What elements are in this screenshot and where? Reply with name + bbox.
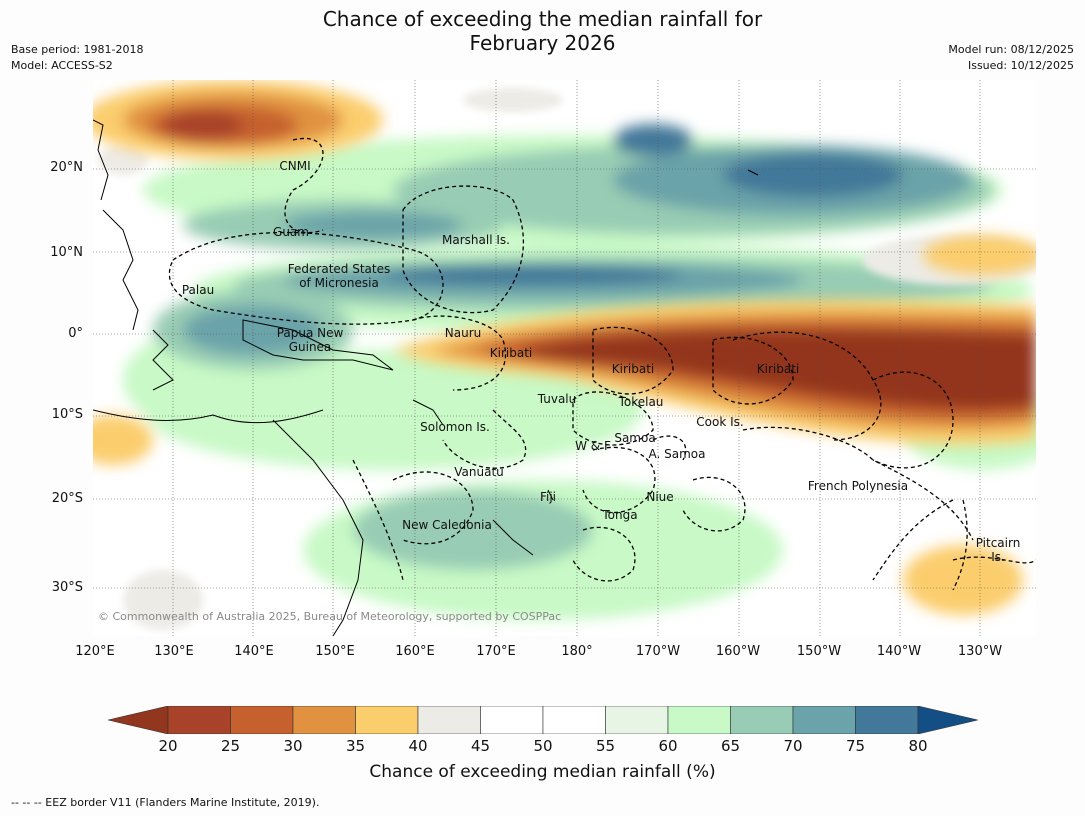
- label-solomon-is: Solomon Is.: [420, 420, 490, 434]
- label-niue: Niue: [646, 490, 674, 504]
- colorbar-tick-label: 30: [283, 737, 303, 755]
- label-tuvalu: Tuvalu: [537, 392, 577, 406]
- label-marshall-is: Marshall Is.: [442, 233, 510, 247]
- copyright-credit: © Commonwealth of Australia 2025, Bureau…: [98, 610, 562, 623]
- title-line-2: February 2026: [469, 31, 616, 55]
- label-wallis-futuna: W & F: [575, 439, 611, 453]
- colorbar-segment: [167, 706, 231, 734]
- colorbar-tick-label: 25: [220, 737, 241, 755]
- lon-tick: 160°W: [715, 644, 761, 659]
- lon-tick: 150°W: [796, 644, 842, 659]
- lon-tick: 150°E: [315, 644, 355, 659]
- map-title: Chance of exceeding the median rainfall …: [0, 7, 1085, 55]
- colorbar-segment: [855, 706, 919, 734]
- lat-tick: 30°S: [51, 580, 83, 595]
- eez-footnote: -- -- -- EEZ border V11 (Flanders Marine…: [11, 796, 320, 809]
- colorbar-tick-label: 55: [595, 737, 616, 755]
- label-french-polynesia: French Polynesia: [807, 479, 909, 493]
- label-kiribati-west: Kiribati: [489, 346, 533, 360]
- colorbar-segment: [417, 706, 481, 734]
- lat-tick: 10°N: [50, 245, 83, 260]
- colorbar-tick-label: 65: [720, 737, 741, 755]
- colorbar-tick-label: 75: [845, 737, 866, 755]
- colorbar-segment: [292, 706, 356, 734]
- lon-tick: 140°W: [876, 644, 922, 659]
- label-new-caledonia: New Caledonia: [402, 518, 492, 532]
- colorbar-segment: [355, 706, 419, 734]
- colorbar-segment: [230, 706, 294, 734]
- colorbar-tick-label: 80: [908, 737, 928, 755]
- lon-tick: 170°E: [476, 644, 516, 659]
- label-papua-new-guinea: Papua New Guinea: [276, 326, 344, 354]
- label-nauru: Nauru: [444, 326, 482, 340]
- colorbar-under-arrow: [108, 706, 169, 734]
- colorbar-tick-label: 40: [408, 737, 428, 755]
- title-line-1: Chance of exceeding the median rainfall …: [322, 7, 763, 31]
- map-canvas: [93, 80, 1036, 636]
- label-kiribati-east: Kiribati: [756, 362, 800, 376]
- colorbar-tick-label: 60: [658, 737, 678, 755]
- lat-tick: 0°: [68, 326, 83, 341]
- label-kiribati-central: Kiribati: [611, 362, 655, 376]
- colorbar-tick-label: 70: [783, 737, 803, 755]
- lat-tick: 10°S: [51, 407, 83, 422]
- label-vanuatu: Vanuatu: [454, 465, 504, 479]
- lon-tick: 130°E: [154, 644, 194, 659]
- lon-tick: 160°E: [395, 644, 435, 659]
- label-tonga: Tonga: [602, 508, 638, 522]
- colorbar-tick-label: 35: [345, 737, 366, 755]
- colorbar: [108, 706, 978, 734]
- label-palau: Palau: [181, 283, 215, 297]
- lon-tick: 180°: [561, 644, 593, 659]
- meta-right: Model run: 08/12/2025 Issued: 10/12/2025: [948, 42, 1074, 74]
- colorbar-segment: [730, 706, 794, 734]
- lon-tick: 140°E: [234, 644, 274, 659]
- colorbar-segment: [542, 706, 606, 734]
- base-period: Base period: 1981-2018: [11, 43, 144, 56]
- colorbar-tick-label: 50: [533, 737, 553, 755]
- lon-tick: 120°E: [75, 644, 115, 659]
- colorbar-label: Chance of exceeding median rainfall (%): [369, 762, 716, 782]
- label-samoa: Samoa: [614, 431, 656, 445]
- meta-left: Base period: 1981-2018 Model: ACCESS-S2: [11, 42, 143, 74]
- colorbar-segment: [480, 706, 544, 734]
- colorbar-tick-label: 20: [158, 737, 178, 755]
- colorbar-tick-label: 45: [470, 737, 491, 755]
- model-name: Model: ACCESS-S2: [11, 59, 113, 72]
- colorbar-over-arrow: [917, 706, 978, 734]
- issued-date: Issued: 10/12/2025: [967, 59, 1074, 72]
- colorbar-segment: [605, 706, 669, 734]
- label-guam: Guam: [273, 225, 309, 239]
- lon-tick: 170°W: [635, 644, 681, 659]
- lon-tick: 130°W: [957, 644, 1003, 659]
- label-cnmi: CNMI: [279, 159, 311, 173]
- model-run: Model run: 08/12/2025: [948, 43, 1074, 56]
- label-american-samoa: A. Samoa: [648, 447, 706, 461]
- colorbar-segment: [792, 706, 856, 734]
- eez-borders: [168, 137, 1036, 591]
- lat-tick: 20°N: [50, 160, 83, 175]
- label-fiji: Fiji: [539, 490, 557, 504]
- label-micronesia: Federated States of Micronesia: [287, 262, 391, 290]
- wet-anomaly-fields: [123, 124, 1036, 620]
- label-pitcairn-is: Pitcairn Is.: [975, 536, 1021, 564]
- label-cook-is: Cook Is.: [696, 415, 744, 429]
- label-tokelau: Tokelau: [618, 395, 664, 409]
- lat-tick: 20°S: [51, 491, 83, 506]
- rainfall-map: CNMI Guam Marshall Is. Federated States …: [93, 80, 1036, 636]
- dry-anomaly-fields: [93, 80, 1036, 615]
- colorbar-segment: [667, 706, 731, 734]
- coastlines: [93, 119, 759, 636]
- graticule: [93, 80, 1036, 636]
